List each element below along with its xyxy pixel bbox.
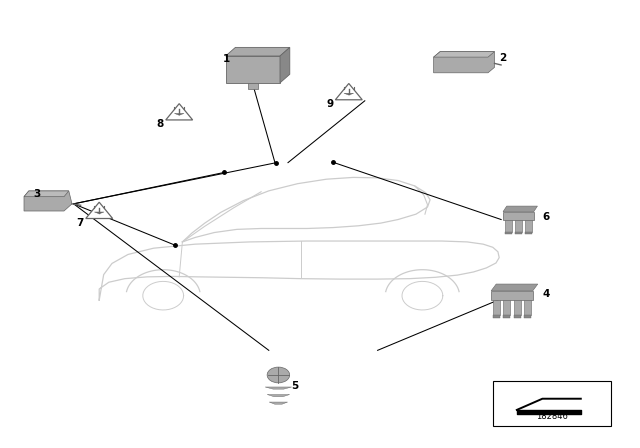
Polygon shape — [344, 93, 354, 95]
Bar — [503, 212, 534, 220]
Polygon shape — [86, 202, 113, 219]
Polygon shape — [174, 113, 184, 115]
Bar — [524, 300, 531, 315]
Text: 5: 5 — [291, 381, 298, 391]
Polygon shape — [226, 56, 280, 83]
Bar — [493, 300, 500, 315]
Polygon shape — [24, 191, 72, 211]
Text: 7: 7 — [76, 218, 83, 228]
Bar — [525, 220, 532, 232]
Polygon shape — [267, 395, 290, 396]
Bar — [493, 381, 611, 426]
Text: 4: 4 — [543, 289, 550, 299]
Polygon shape — [493, 315, 500, 318]
Polygon shape — [504, 232, 512, 234]
Polygon shape — [503, 206, 538, 212]
Text: 2: 2 — [499, 53, 506, 63]
Polygon shape — [280, 47, 290, 83]
Bar — [248, 83, 258, 89]
Text: 3: 3 — [33, 189, 40, 198]
Text: 182846: 182846 — [536, 412, 568, 421]
Text: 6: 6 — [543, 212, 550, 222]
Polygon shape — [515, 232, 522, 234]
Circle shape — [267, 367, 290, 383]
Polygon shape — [434, 52, 495, 57]
Polygon shape — [166, 103, 193, 120]
Polygon shape — [335, 83, 362, 100]
Text: 8: 8 — [156, 119, 163, 129]
Polygon shape — [24, 191, 68, 197]
Polygon shape — [492, 284, 538, 291]
Polygon shape — [503, 315, 511, 318]
Polygon shape — [265, 387, 292, 389]
Polygon shape — [524, 315, 531, 318]
Polygon shape — [226, 47, 290, 56]
Bar — [492, 291, 532, 300]
Polygon shape — [269, 402, 287, 404]
Polygon shape — [525, 232, 532, 234]
Bar — [515, 220, 522, 232]
Bar — [504, 220, 512, 232]
Polygon shape — [94, 212, 104, 214]
Bar — [503, 300, 511, 315]
Polygon shape — [513, 315, 521, 318]
Text: 9: 9 — [326, 99, 333, 109]
Bar — [513, 300, 521, 315]
Polygon shape — [434, 52, 495, 73]
Text: 1: 1 — [223, 54, 230, 64]
